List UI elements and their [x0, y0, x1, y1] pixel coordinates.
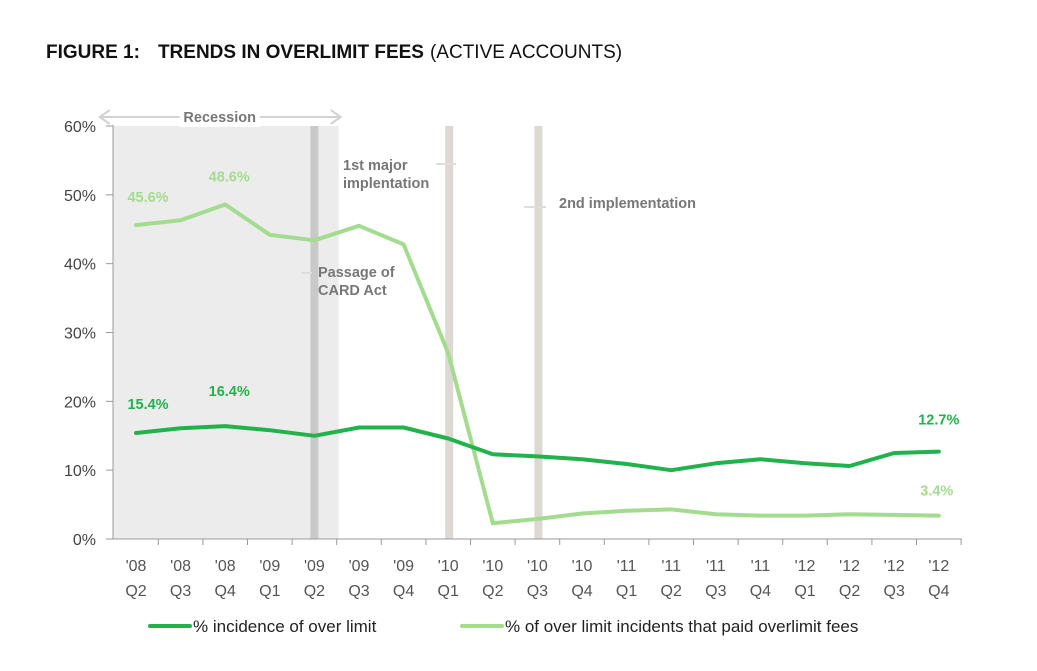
- recession-arrow-right-head: [330, 109, 343, 125]
- x-tick-label-year: '12: [884, 558, 905, 575]
- series-line-1: [134, 424, 941, 473]
- x-tick-label-quarter: Q3: [705, 583, 726, 600]
- event-label-2: 1st major: [343, 158, 408, 174]
- y-tick-label: 0%: [73, 532, 96, 549]
- data-label: 45.6%: [127, 190, 168, 206]
- series-line-2: [134, 202, 941, 526]
- x-tick-label-quarter: Q2: [661, 583, 682, 600]
- x-tick-label-year: '08: [126, 558, 147, 575]
- chart-title: FIGURE 1: TRENDS IN OVERLIMIT FEES (ACTIVE…: [46, 42, 622, 64]
- event-label-1: CARD Act: [318, 283, 387, 299]
- x-tick-label-quarter: Q1: [616, 583, 637, 600]
- title-main: TRENDS IN OVERLIMIT FEES: [157, 42, 424, 63]
- x-tick-label-quarter: Q3: [884, 583, 905, 600]
- event-line-3: [534, 126, 543, 539]
- event-label-1: Passage of: [318, 265, 395, 281]
- x-tick-label-year: '10: [572, 558, 593, 575]
- x-tick-label-year: '10: [438, 558, 459, 575]
- x-tick-label-quarter: Q3: [170, 583, 191, 600]
- x-tick-label-year: '12: [795, 558, 816, 575]
- x-tick-label-year: '08: [170, 558, 191, 575]
- x-tick-label-year: '11: [751, 558, 771, 575]
- x-tick-label-quarter: Q3: [348, 583, 369, 600]
- x-tick-label-quarter: Q4: [928, 583, 949, 600]
- x-tick-label-year: '11: [617, 558, 637, 575]
- y-tick-label: 20%: [64, 394, 96, 411]
- x-tick-label-year: '09: [304, 558, 325, 575]
- y-tick-label: 40%: [64, 257, 96, 274]
- y-tick-label: 50%: [64, 188, 96, 205]
- x-tick-label-quarter: Q3: [527, 583, 548, 600]
- x-tick-label-year: '11: [661, 558, 681, 575]
- data-label: 12.7%: [918, 413, 959, 429]
- title-qualifier: (ACTIVE ACCOUNTS): [429, 42, 623, 63]
- event-line-1: [310, 126, 319, 539]
- x-tick-label-year: '10: [482, 558, 503, 575]
- x-tick-label-quarter: Q1: [794, 583, 815, 600]
- recession-band: [112, 126, 339, 539]
- recession-label: Recession: [183, 110, 256, 126]
- data-label: 48.6%: [209, 169, 250, 185]
- y-tick-label: 10%: [64, 463, 96, 480]
- x-tick-label-quarter: Q4: [571, 583, 592, 600]
- event-label-3: 2nd implementation: [559, 196, 696, 212]
- x-tick-label-quarter: Q2: [304, 583, 325, 600]
- x-tick-label-year: '09: [349, 558, 370, 575]
- event-label-2: implentation: [343, 176, 429, 192]
- data-label: 16.4%: [209, 384, 250, 400]
- legend-label-2: % of over limit incidents that paid over…: [505, 617, 858, 636]
- x-tick-label-year: '10: [527, 558, 548, 575]
- y-tick-label: 30%: [64, 326, 96, 343]
- recession-label-bg: [179, 107, 260, 127]
- x-tick-label-quarter: Q1: [438, 583, 459, 600]
- x-tick-label-year: '12: [839, 558, 860, 575]
- event-line-2: [445, 126, 454, 539]
- x-tick-label-year: '12: [928, 558, 949, 575]
- x-tick-label-quarter: Q2: [482, 583, 503, 600]
- x-tick-label-quarter: Q4: [750, 583, 771, 600]
- x-tick-label-quarter: Q4: [215, 583, 236, 600]
- y-tick-label: 60%: [64, 119, 96, 136]
- x-tick-label-year: '09: [259, 558, 280, 575]
- legend-label-1: % incidence of over limit: [193, 617, 377, 636]
- x-tick-label-quarter: Q4: [393, 583, 414, 600]
- x-tick-label-year: '09: [393, 558, 414, 575]
- x-tick-label-year: '11: [706, 558, 726, 575]
- recession-arrow-left-head: [97, 109, 111, 125]
- data-label: 15.4%: [127, 397, 168, 413]
- x-tick-label-quarter: Q2: [125, 583, 146, 600]
- x-tick-label-quarter: Q1: [259, 583, 280, 600]
- figure-label: FIGURE 1:: [46, 42, 140, 63]
- x-tick-label-year: '08: [215, 558, 236, 575]
- data-label: 3.4%: [920, 484, 953, 500]
- x-tick-label-quarter: Q2: [839, 583, 860, 600]
